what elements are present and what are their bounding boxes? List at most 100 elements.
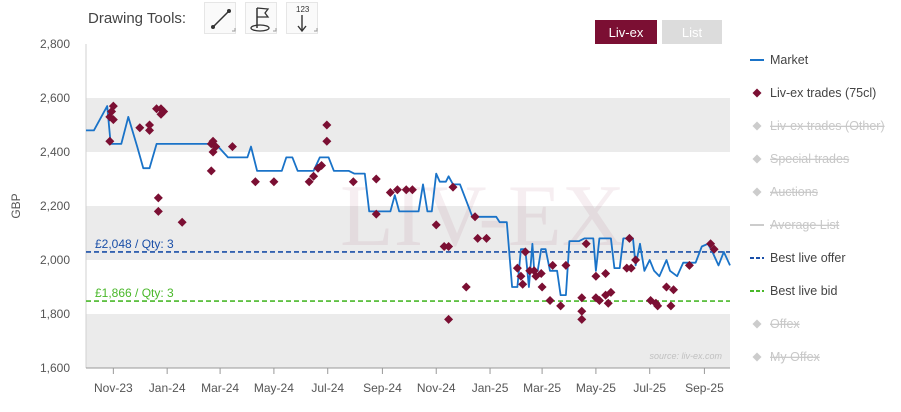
legend-label: Best live bid bbox=[770, 284, 837, 298]
best-live-offer-label: £2,048 / Qty: 3 bbox=[95, 237, 174, 251]
trade-point bbox=[561, 260, 571, 270]
legend-diamond-symbol bbox=[752, 154, 762, 164]
trade-point bbox=[145, 125, 155, 135]
sort-tool-button[interactable]: 123 bbox=[286, 2, 318, 34]
trade-point bbox=[470, 212, 480, 222]
legend-item-best-live-offer[interactable]: Best live offer bbox=[750, 251, 846, 265]
legend-diamond-symbol bbox=[752, 319, 762, 329]
flag-tool-icon bbox=[250, 7, 277, 32]
trade-point bbox=[177, 217, 187, 227]
grid-band bbox=[86, 260, 730, 314]
trade-point bbox=[518, 279, 528, 289]
trade-point bbox=[392, 185, 402, 195]
x-tick-label: Sep-25 bbox=[685, 381, 724, 395]
legend-label: Auctions bbox=[770, 185, 818, 199]
legend-item-liv-ex-trades-75cl[interactable]: Liv-ex trades (75cl) bbox=[752, 86, 877, 100]
trade-point bbox=[520, 247, 530, 257]
legend-item-special-trades[interactable]: Special trades bbox=[752, 152, 850, 166]
legend-item-auctions[interactable]: Auctions bbox=[752, 185, 818, 199]
sort-123-icon: 123 bbox=[296, 5, 318, 33]
legend-label: Market bbox=[770, 53, 809, 67]
y-tick-label: 1,600 bbox=[40, 361, 70, 375]
trade-point bbox=[159, 107, 169, 116]
y-tick-label: 2,200 bbox=[40, 199, 70, 213]
legend-diamond-symbol bbox=[752, 121, 762, 131]
trade-point bbox=[407, 185, 417, 195]
trade-point bbox=[473, 233, 483, 243]
legend-diamond-symbol bbox=[752, 352, 762, 362]
liv-ex-view-toggle[interactable]: Liv-ex bbox=[595, 20, 657, 46]
x-tick-label: May-24 bbox=[254, 381, 294, 395]
legend-item-market[interactable]: Market bbox=[750, 53, 809, 67]
trade-point bbox=[666, 301, 676, 311]
x-tick-label: May-25 bbox=[576, 381, 616, 395]
trade-point bbox=[108, 101, 118, 111]
x-tick-label: Nov-24 bbox=[417, 381, 456, 395]
legend-label: Liv-ex trades (Other) bbox=[770, 119, 885, 133]
legend-item-offex[interactable]: Offex bbox=[752, 317, 801, 331]
trade-point bbox=[227, 142, 237, 152]
legend-item-best-live-bid[interactable]: Best live bid bbox=[750, 284, 837, 298]
legend-item-my-offex[interactable]: My Offex bbox=[752, 350, 821, 364]
legend-item-liv-ex-trades-other[interactable]: Liv-ex trades (Other) bbox=[752, 119, 885, 133]
trade-point bbox=[431, 220, 441, 230]
trade-point bbox=[591, 271, 601, 281]
trade-point bbox=[545, 296, 555, 305]
trade-point bbox=[626, 263, 636, 273]
trade-point bbox=[601, 269, 611, 278]
y-tick-label: 1,800 bbox=[40, 307, 70, 321]
trade-point bbox=[516, 271, 526, 281]
legend-diamond-symbol bbox=[752, 88, 762, 98]
trade-point bbox=[250, 177, 260, 187]
x-tick-label: Jul-24 bbox=[311, 381, 344, 395]
trade-point bbox=[512, 263, 522, 273]
trade-point bbox=[208, 147, 218, 157]
trade-point bbox=[653, 301, 663, 311]
trade-point bbox=[206, 166, 216, 176]
y-tick-label: 2,600 bbox=[40, 91, 70, 105]
x-tick-label: Nov-23 bbox=[94, 381, 133, 395]
trade-point bbox=[577, 306, 587, 316]
grid-band bbox=[86, 44, 730, 98]
trade-point bbox=[556, 301, 566, 311]
trade-point bbox=[105, 136, 115, 146]
trade-point bbox=[684, 260, 694, 270]
trade-point bbox=[371, 174, 381, 184]
trade-point bbox=[448, 182, 458, 192]
trade-point bbox=[581, 239, 591, 249]
legend-label: Liv-ex trades (75cl) bbox=[770, 86, 876, 100]
trade-point bbox=[603, 298, 613, 308]
trade-point bbox=[371, 209, 381, 219]
y-tick-label: 2,800 bbox=[40, 37, 70, 51]
trade-point bbox=[548, 260, 558, 270]
line-tool-button[interactable] bbox=[204, 2, 236, 34]
x-tick-label: Jan-25 bbox=[472, 381, 509, 395]
legend-diamond-symbol bbox=[752, 187, 762, 197]
trade-point bbox=[401, 185, 411, 195]
drawing-tools-label: Drawing Tools: bbox=[88, 10, 187, 27]
legend-item-average-list[interactable]: Average List bbox=[750, 218, 840, 232]
trade-point bbox=[482, 233, 492, 243]
trade-point bbox=[153, 206, 163, 216]
market-line bbox=[86, 105, 731, 297]
grid-band bbox=[86, 152, 730, 206]
trade-point bbox=[624, 233, 634, 243]
trade-point bbox=[461, 282, 471, 292]
legend-label: Special trades bbox=[770, 152, 849, 166]
legend-label: Best live offer bbox=[770, 251, 846, 265]
list-view-toggle[interactable]: List bbox=[662, 20, 722, 46]
source-credit: source: liv-ex.com bbox=[649, 351, 722, 361]
trade-point bbox=[309, 171, 319, 181]
legend-label: Offex bbox=[770, 317, 800, 331]
trade-point bbox=[145, 120, 155, 130]
grid-band bbox=[86, 314, 730, 368]
trade-point bbox=[348, 177, 358, 187]
trade-point bbox=[444, 242, 454, 251]
x-tick-label: Mar-25 bbox=[523, 381, 561, 395]
legend-label: Average List bbox=[770, 218, 840, 232]
y-tick-label: 2,000 bbox=[40, 253, 70, 267]
flag-tool-button[interactable] bbox=[245, 2, 277, 34]
y-axis-title: GBP bbox=[9, 193, 23, 218]
trade-point bbox=[304, 177, 314, 187]
